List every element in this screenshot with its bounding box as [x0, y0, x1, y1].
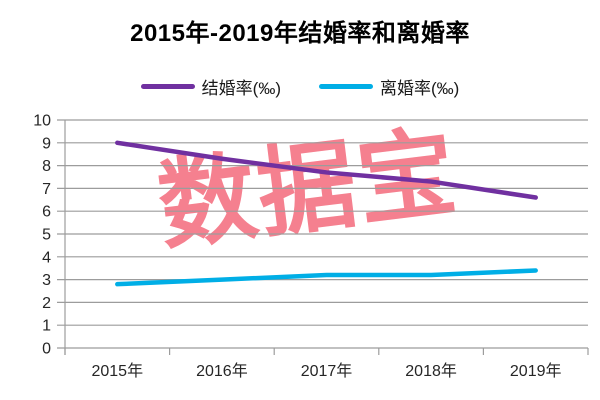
- svg-text:10: 10: [33, 113, 51, 130]
- marriage-rate-line-swatch: [140, 84, 195, 89]
- chart-title: 2015年-2019年结婚率和离婚率: [130, 20, 470, 47]
- svg-text:2: 2: [42, 295, 51, 312]
- svg-text:2017年: 2017年: [301, 362, 353, 380]
- legend-item-divorce-rate: 离婚率(‰): [319, 74, 459, 99]
- svg-text:2016年: 2016年: [196, 362, 248, 380]
- series-line-1: [115, 268, 538, 287]
- svg-text:2019年: 2019年: [510, 362, 562, 380]
- legend-label-marriage-rate: 结婚率(‰): [201, 79, 281, 98]
- svg-text:5: 5: [42, 227, 51, 244]
- svg-text:7: 7: [42, 181, 51, 198]
- svg-text:6: 6: [42, 204, 51, 221]
- svg-text:2018年: 2018年: [405, 362, 457, 380]
- legend-item-marriage-rate: 结婚率(‰): [140, 74, 281, 99]
- svg-text:8: 8: [42, 158, 51, 175]
- legend-label-divorce-rate: 离婚率(‰): [380, 79, 460, 98]
- svg-text:0: 0: [42, 341, 51, 358]
- svg-text:1: 1: [42, 318, 51, 335]
- series-line-0: [115, 140, 538, 200]
- svg-text:3: 3: [42, 272, 51, 289]
- divorce-rate-line-swatch: [319, 84, 373, 89]
- legend: 结婚率(‰) 离婚率(‰): [0, 74, 600, 99]
- svg-text:9: 9: [42, 135, 51, 152]
- svg-text:2015年: 2015年: [91, 362, 143, 380]
- svg-text:4: 4: [42, 249, 51, 266]
